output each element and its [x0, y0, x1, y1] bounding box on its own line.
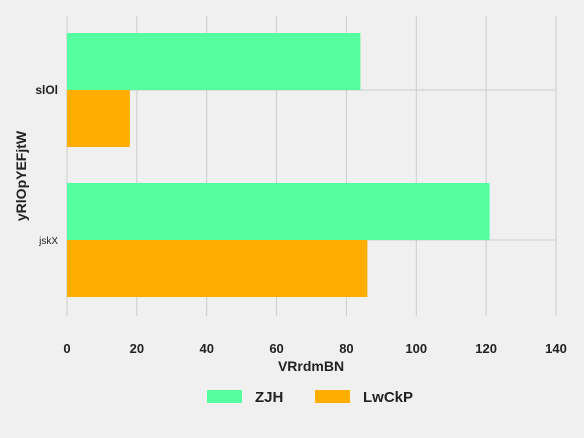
y-category-labels: slOl jskX: [35, 83, 58, 247]
x-tick-label: 120: [475, 341, 497, 356]
x-tick-label: 60: [269, 341, 283, 356]
x-tick-label: 100: [405, 341, 427, 356]
x-tick-label: 0: [63, 341, 70, 356]
legend-label-zjh: ZJH: [255, 389, 283, 406]
bar-zjh-jskx: [67, 183, 490, 240]
legend-swatch-zjh: [207, 390, 242, 403]
legend-swatch-lwckp: [315, 390, 350, 403]
bar-lwckp-slol: [67, 90, 130, 147]
bar-zjh-slol: [67, 33, 361, 90]
x-tick-labels: 0 20 40 60 80 100 120 140: [63, 341, 566, 356]
legend-label-lwckp: LwCkP: [363, 389, 413, 406]
bar-lwckp-jskx: [67, 240, 368, 297]
y-category-label: slOl: [35, 83, 58, 97]
x-tick-label: 80: [339, 341, 353, 356]
y-category-label: jskX: [38, 236, 58, 247]
x-tick-label: 140: [545, 341, 567, 356]
x-axis-title: VRrdmBN: [278, 358, 344, 374]
y-axis-title: yRlOpYEFjtW: [13, 130, 29, 221]
legend: ZJH LwCkP: [207, 389, 413, 406]
x-tick-label: 20: [130, 341, 144, 356]
bars: [67, 33, 490, 297]
x-tick-label: 40: [199, 341, 213, 356]
